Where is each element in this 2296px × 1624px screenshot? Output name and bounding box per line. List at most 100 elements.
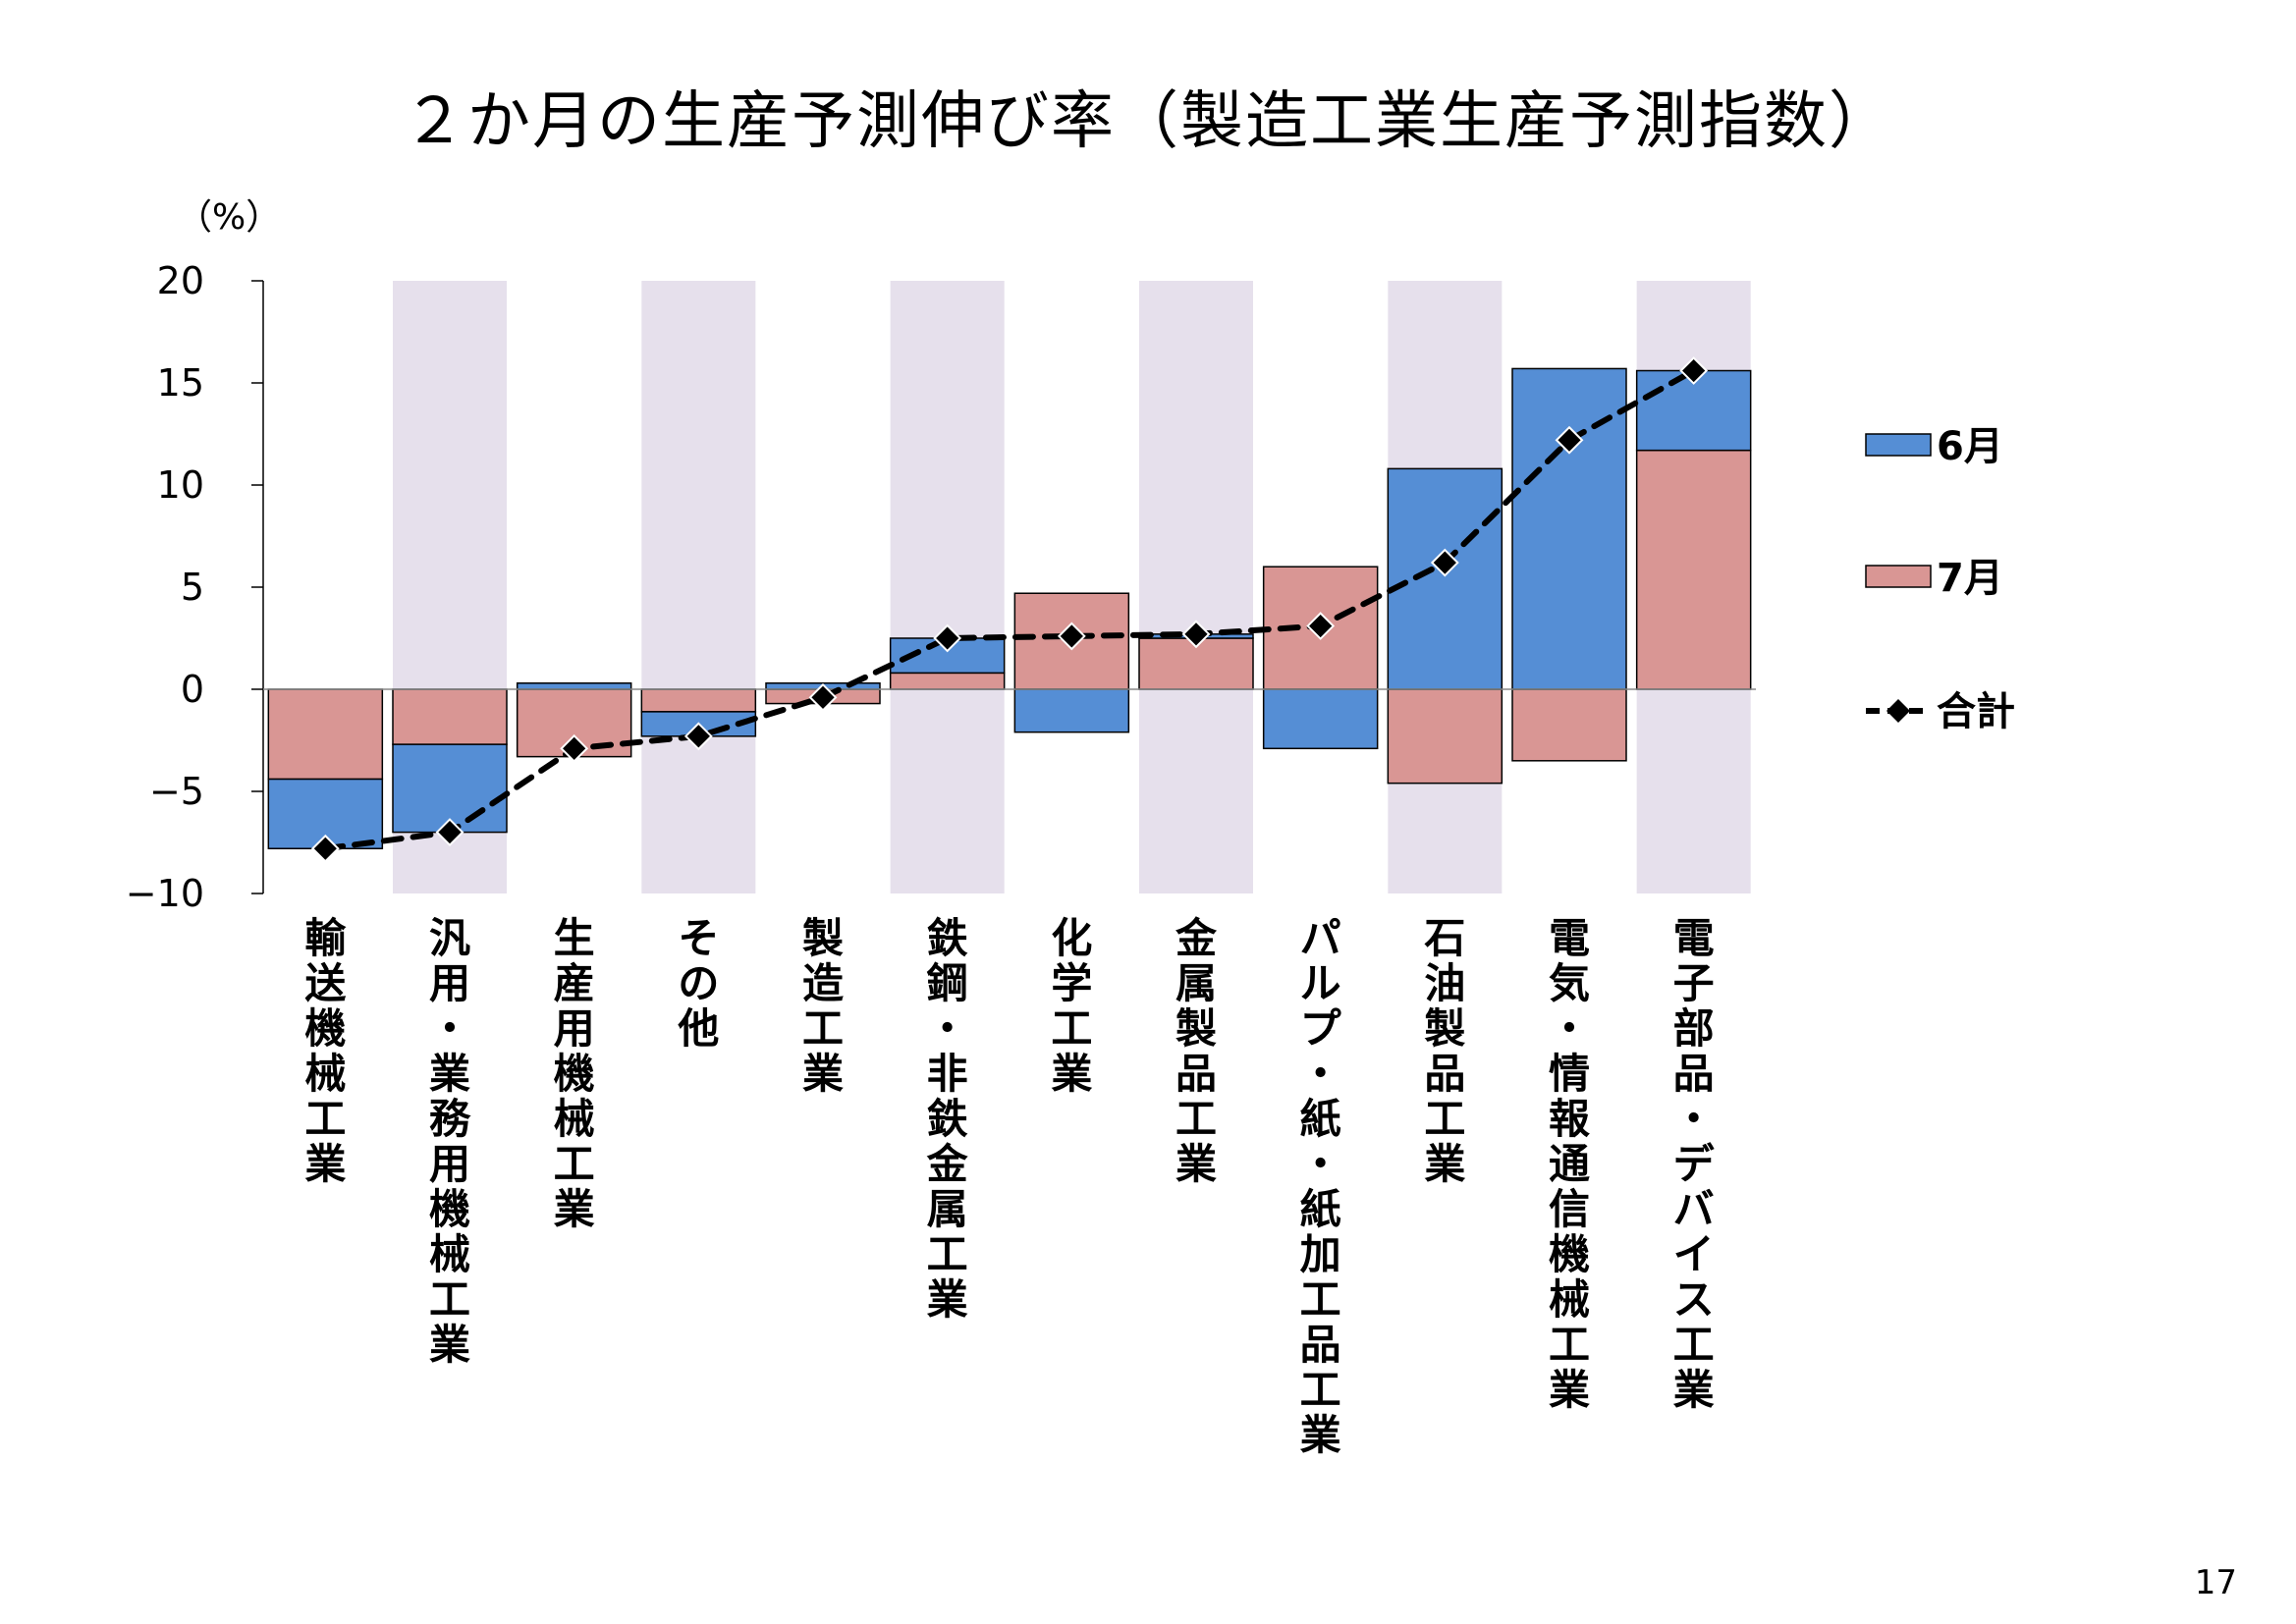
page-number: 17 (2194, 1563, 2237, 1602)
category-label-char: 気 (1549, 959, 1590, 1007)
category-label-char: 工 (554, 1140, 595, 1188)
category-label-char: 油 (1424, 959, 1465, 1007)
axes (251, 280, 1756, 894)
category-label-char: 石 (1424, 914, 1465, 962)
category-label-char: 工 (429, 1275, 470, 1324)
category-label-char: ・ (1673, 1095, 1715, 1143)
category-shading (393, 281, 1751, 893)
bar-july (392, 688, 508, 745)
category-label-char: 属 (1175, 959, 1217, 1007)
category-label-char: 品 (1673, 1050, 1715, 1098)
category-label-char: 業 (1051, 1050, 1092, 1098)
category-label-char: 工 (1424, 1095, 1465, 1143)
category-label-char: 工 (1051, 1004, 1092, 1053)
legend-item-june: 6月 (1865, 424, 2003, 469)
total-point (1057, 622, 1086, 651)
y-tick-label: −10 (126, 872, 204, 915)
category-label-char: 工 (1673, 1321, 1715, 1369)
category-label-char: 生 (554, 914, 595, 962)
category-label-char: 機 (429, 1185, 470, 1233)
category-label-char: 非 (927, 1050, 968, 1098)
bar-june (1013, 688, 1130, 733)
category-label-char: 工 (1300, 1366, 1341, 1414)
total-point (683, 722, 713, 751)
category-label-char: 情 (1549, 1050, 1590, 1098)
category-label-char: 送 (304, 959, 346, 1007)
category-label-char: ・ (1549, 1004, 1590, 1053)
chart-title: ２か月の生産予測伸び率（製造工業生産予測指数） (403, 85, 1893, 158)
total-point (1555, 425, 1584, 455)
y-axis-unit-label: （%） (177, 197, 282, 238)
category-label-char: 通 (1549, 1140, 1590, 1188)
category-label-char: の (678, 959, 719, 1007)
category-label-char: 属 (927, 1185, 968, 1233)
category-shade (641, 281, 756, 893)
category-label-char: 部 (1673, 1004, 1715, 1053)
category-label-char: 工 (1300, 1275, 1341, 1324)
category-label-char: 業 (1673, 1366, 1715, 1414)
category-label: その他 (677, 914, 719, 1053)
category-label-char: 造 (802, 959, 844, 1007)
total-point (933, 623, 962, 653)
category-label-char: 鋼 (927, 959, 968, 1007)
category-label-char: 電 (1673, 914, 1715, 962)
bar-july (889, 672, 1006, 690)
category-label-char: 金 (926, 1140, 969, 1188)
category-label-char: ・ (1300, 1140, 1341, 1188)
y-tick-label: 20 (157, 259, 204, 302)
category-label-char: 汎 (429, 914, 470, 962)
category-label-char: 品 (1300, 1321, 1341, 1369)
bar-june (1262, 688, 1379, 750)
category-label-char: 報 (1549, 1095, 1590, 1143)
category-label-char: 工 (802, 1004, 844, 1053)
category-label-char: 加 (1300, 1230, 1341, 1278)
category-label-char: 製 (802, 914, 844, 962)
y-tick-label: 10 (157, 463, 204, 507)
y-tick-label: 5 (181, 566, 204, 609)
category-label-char: 業 (927, 1275, 968, 1324)
category-label-char: 電 (1549, 914, 1590, 962)
category-label-char: 学 (1051, 959, 1092, 1007)
category-label-char: 業 (429, 1321, 470, 1369)
legend-swatch-june (1865, 433, 1932, 457)
category-label-char: プ (1300, 1004, 1341, 1053)
bar-june (1387, 467, 1503, 690)
category-label-char: 業 (554, 1185, 595, 1233)
y-tick-labels: 20 15 10 5 0 −5 −10 (126, 259, 204, 915)
bar-july (1511, 688, 1627, 762)
category-label-char: 鉄 (927, 914, 968, 962)
category-label-char: そ (678, 914, 719, 962)
bar-july (267, 688, 384, 781)
legend-label-total: 合計 (1937, 689, 2015, 734)
category-shade (890, 281, 1005, 893)
y-tick-label: 15 (157, 361, 204, 405)
bar-july (1635, 449, 1752, 690)
category-label-char: 械 (554, 1095, 595, 1143)
bar-june (392, 743, 508, 834)
total-point (1679, 356, 1709, 385)
category-label-char: バ (1673, 1185, 1715, 1233)
category-label-char: 業 (802, 1050, 844, 1098)
category-label-char: 用 (429, 959, 470, 1007)
total-line-series (310, 356, 1709, 863)
category-label-char: 紙 (1300, 1185, 1341, 1233)
total-point (808, 682, 838, 712)
category-label-char: 工 (927, 1230, 968, 1278)
bar-series (267, 367, 1752, 849)
legend-swatch-july (1865, 565, 1932, 588)
category-label-char: 化 (1051, 914, 1092, 962)
category-label-char: 械 (1549, 1275, 1590, 1324)
category-label-char: 金 (1175, 914, 1218, 962)
category-label-char: 輸 (304, 914, 347, 962)
category-label-char: 工 (304, 1095, 346, 1143)
category-label-char: 子 (1673, 959, 1715, 1007)
